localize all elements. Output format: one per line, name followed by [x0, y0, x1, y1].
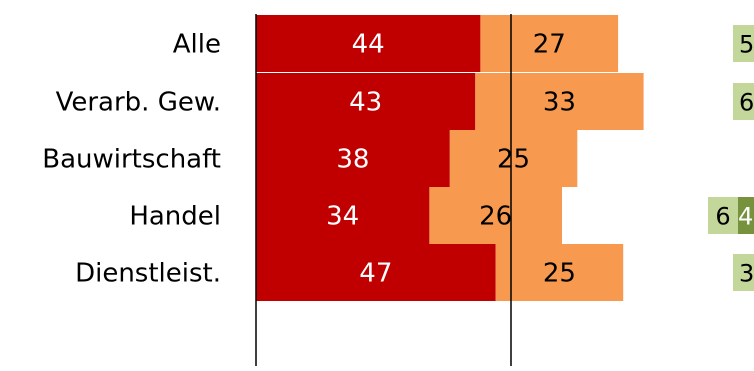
bar-segment-1 — [256, 187, 430, 244]
bar-segment-1 — [256, 244, 496, 301]
bar-value-label: 34 — [326, 202, 359, 232]
bar-segment-2 — [475, 73, 644, 130]
bar-value-label: 33 — [543, 88, 576, 118]
bar-segment-1 — [256, 130, 450, 187]
right-segment-light — [708, 197, 738, 234]
right-segment-label: 5 — [739, 31, 754, 59]
bar-value-label: 38 — [336, 145, 369, 175]
bar-segment-1 — [256, 15, 481, 72]
right-segment-label: 6 — [715, 203, 730, 231]
bar-segment-2 — [429, 187, 562, 244]
right-segment-label: 3 — [739, 260, 754, 288]
category-label: Bauwirtschaft — [42, 145, 221, 175]
right-segment-light — [733, 254, 754, 291]
bar-segment-1 — [256, 73, 476, 130]
right-segment-dark-label: 4 — [738, 203, 753, 231]
bar-value-label: 47 — [359, 259, 392, 289]
bar-value-label: 26 — [479, 202, 512, 232]
bar-segment-2 — [480, 15, 619, 72]
category-label: Dienstleist. — [75, 259, 221, 289]
bar-segment-2 — [495, 244, 624, 301]
bar-value-label: 25 — [543, 259, 576, 289]
category-label: Verarb. Gew. — [56, 88, 221, 118]
bar-value-label: 27 — [533, 30, 566, 60]
bar-value-label: 43 — [349, 88, 382, 118]
right-segment-light — [733, 25, 754, 62]
bars-layer — [256, 15, 754, 301]
right-segment-dark — [738, 197, 754, 234]
bar-segment-2 — [449, 130, 578, 187]
bar-value-label: 44 — [352, 30, 385, 60]
bar-value-label: 25 — [497, 145, 530, 175]
right-segment-label: 6 — [739, 89, 754, 117]
right-segment-light — [733, 83, 754, 120]
category-label: Handel — [129, 202, 221, 232]
category-label: Alle — [173, 30, 221, 60]
